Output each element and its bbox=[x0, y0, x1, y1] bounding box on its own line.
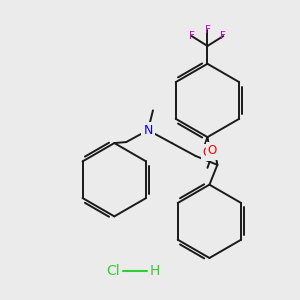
Text: H: H bbox=[150, 264, 160, 278]
Text: O: O bbox=[208, 145, 217, 158]
Text: F: F bbox=[220, 31, 226, 41]
Text: F: F bbox=[189, 31, 194, 41]
Text: N: N bbox=[143, 124, 153, 137]
Text: F: F bbox=[205, 25, 210, 35]
Text: Cl: Cl bbox=[106, 264, 120, 278]
Text: O: O bbox=[203, 146, 212, 159]
